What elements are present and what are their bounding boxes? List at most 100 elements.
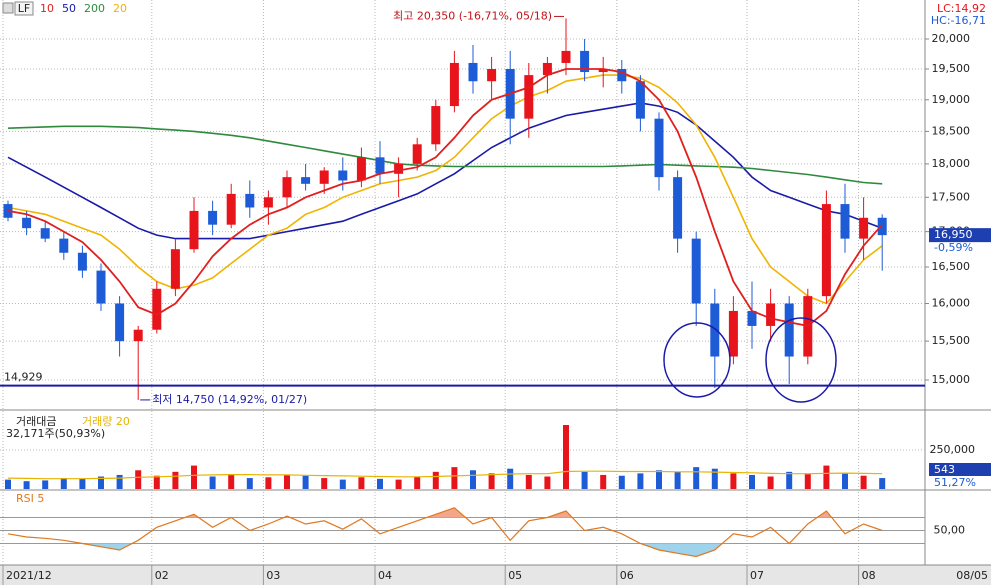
y-tick-label: 19,000 [932,93,971,106]
candle-body [263,197,273,208]
legend-entry: 10 [40,2,54,15]
candle-body [208,210,218,225]
volume-bar [265,477,272,489]
y-tick-label: 250,000 [930,443,976,456]
volume-bar [339,479,346,489]
moving-average [7,125,883,185]
candle-body [877,217,887,236]
corner-label: HC:-16,71 [931,14,986,27]
x-tick-label: 08 [862,569,876,582]
volume-bar [656,470,662,489]
change-label: -0,59% [934,241,973,254]
volume-bar [749,474,755,489]
volume-title: 거래대금 [16,415,56,428]
volume-bar [693,467,700,489]
volume-bar [79,478,86,489]
x-tick-label: 05 [508,569,522,582]
x-tick-label: 02 [155,569,169,582]
candle-body [784,303,794,357]
volume-bar [581,471,588,489]
volume-bar [321,478,328,489]
volume-bar [414,476,421,489]
y-tick-label: 18,500 [932,124,971,137]
y-tick-label: 16,500 [932,260,971,273]
low-annotation: 최저 14,750 (14,92%, 01/27) [152,393,307,406]
volume-bar [563,424,569,489]
candle-body [859,217,869,239]
candle-body [691,238,701,304]
volume-bar [860,475,867,489]
volume-bar [842,473,848,489]
y-tick-label: 15,500 [932,334,971,347]
x-tick-label: 03 [266,569,280,582]
y-tick-label: 19,500 [932,62,971,75]
volume-bar [191,465,197,489]
volume-bar [823,465,830,489]
candle-body [170,249,180,289]
legend-entry: 거래량 20 [82,415,130,428]
current-date: 08/05 [956,569,988,582]
volume-subtitle: 32,171주(50,93%) [6,427,105,440]
candle-body [115,303,125,342]
legend-entry: 50 [62,2,76,15]
candle-body [77,252,87,271]
candle-body [152,288,162,330]
candle-body [747,310,757,326]
volume-bar [228,474,235,489]
volume-bar [525,474,532,489]
y-tick-label: 50,00 [934,524,966,537]
highlight-circle [663,322,731,398]
volume-bar [804,474,811,489]
volume-bar [172,471,179,489]
y-tick-label: 20,000 [932,32,971,45]
volume-bar [470,470,476,489]
candle-body [766,303,776,326]
candle-body [617,69,627,82]
menu-icon[interactable] [2,2,14,14]
volume-bar [618,475,625,489]
candle-body [580,50,590,73]
volume-bar [544,476,551,489]
candle-body [468,62,478,82]
volume-bar [395,479,402,489]
moving-average [7,68,883,327]
plot-layer [0,18,925,558]
candle-body [226,193,236,225]
candle-body [524,75,534,119]
candle-body [96,270,106,304]
volume-bar [42,480,49,489]
legend-entry: 20 [113,2,127,15]
legend-box [14,1,34,16]
candle-body [673,177,683,239]
volume-bar [600,474,607,489]
last-volume: 543 [934,463,955,476]
volume-bar [116,474,123,489]
volume-bar [507,468,514,489]
candle-body [282,177,292,198]
volume-bar [786,471,793,489]
volume-bar [674,471,681,489]
last-price-label: 16,950 [934,228,973,241]
candle-body [598,69,608,73]
volume-bar [209,476,216,489]
legend-entry: 200 [84,2,105,15]
rsi-title: RSI 5 [16,492,44,505]
volume-bar [302,475,309,489]
volume-bar [767,476,774,489]
volume-bar [153,475,160,489]
candle-body [133,329,143,342]
x-tick-label: 04 [378,569,392,582]
moving-average [7,74,883,305]
volume-bar [488,473,495,489]
y-tick-label: 17,500 [932,190,971,203]
last-volume-box [929,463,991,476]
candle-body [710,303,720,357]
candle-body [449,62,459,107]
volume-bar [135,470,142,489]
candle-body [654,118,664,178]
volume-average [7,470,883,480]
